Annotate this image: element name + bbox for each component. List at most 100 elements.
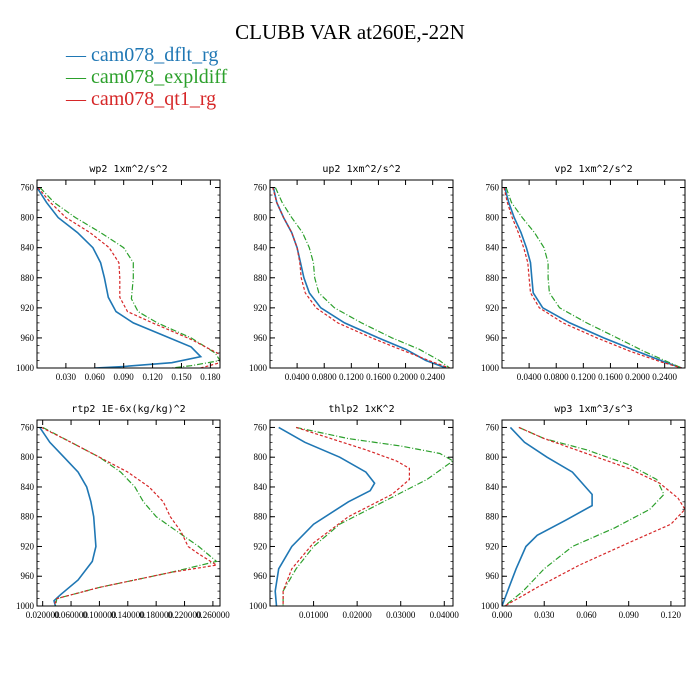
y-tick-label: 1000 bbox=[16, 601, 35, 611]
series-line bbox=[502, 426, 593, 606]
x-tick-label: 0.030 bbox=[56, 372, 77, 382]
y-tick-label: 840 bbox=[21, 243, 35, 253]
y-tick-label: 960 bbox=[254, 333, 268, 343]
x-tick-label: 0.0400 bbox=[285, 372, 310, 382]
x-tick-label: 0.120 bbox=[142, 372, 163, 382]
y-tick-label: 840 bbox=[21, 482, 35, 492]
y-tick-label: 1000 bbox=[481, 363, 500, 373]
series-line bbox=[504, 426, 685, 606]
legend-item-qt1: — cam078_qt1_rg bbox=[66, 88, 227, 110]
y-tick-label: 1000 bbox=[16, 363, 35, 373]
y-tick-label: 880 bbox=[254, 273, 268, 283]
y-tick-label: 960 bbox=[21, 333, 35, 343]
x-tick-label: 0.100000 bbox=[83, 610, 117, 620]
legend-swatch: — bbox=[66, 88, 91, 110]
y-tick-label: 760 bbox=[486, 422, 500, 432]
x-tick-label: 0.060 bbox=[576, 610, 597, 620]
x-tick-label: 0.03000 bbox=[386, 610, 416, 620]
panel-title: up2 1xm^2/s^2 bbox=[322, 164, 400, 175]
y-tick-label: 920 bbox=[254, 303, 268, 313]
legend-item-expldiff: — cam078_expldiff bbox=[66, 66, 227, 88]
plot-frame bbox=[269, 179, 454, 369]
y-tick-label: 1000 bbox=[249, 601, 268, 611]
x-tick-label: 0.150 bbox=[171, 372, 192, 382]
y-tick-label: 800 bbox=[254, 452, 268, 462]
legend-swatch: — bbox=[66, 66, 91, 88]
y-tick-label: 1000 bbox=[481, 601, 500, 611]
series-line bbox=[274, 426, 376, 606]
x-tick-label: 0.090 bbox=[619, 610, 640, 620]
series-line bbox=[37, 187, 203, 368]
y-tick-label: 800 bbox=[254, 213, 268, 223]
x-tick-label: 0.2400 bbox=[420, 372, 445, 382]
y-tick-label: 960 bbox=[21, 571, 35, 581]
y-tick-label: 840 bbox=[254, 482, 268, 492]
x-tick-label: 0.180 bbox=[200, 372, 221, 382]
series-line bbox=[37, 187, 220, 368]
chart-panel: up2 1xm^2/s^2 760 800 840 880 920 960 1000 0.040… bbox=[249, 164, 454, 382]
plot-frame bbox=[501, 179, 686, 369]
y-tick-label: 800 bbox=[486, 452, 500, 462]
y-tick-label: 760 bbox=[254, 183, 268, 193]
series-line bbox=[504, 426, 665, 606]
y-tick-label: 880 bbox=[21, 273, 35, 283]
x-tick-label: 0.180000 bbox=[139, 610, 173, 620]
legend: — cam078_dflt_rg — cam078_expldiff — cam… bbox=[66, 44, 227, 110]
legend-label: cam078_dflt_rg bbox=[91, 44, 219, 66]
figure-title: CLUBB VAR at260E,-22N bbox=[235, 20, 465, 44]
series-line bbox=[282, 426, 453, 606]
x-tick-label: 0.060 bbox=[85, 372, 106, 382]
chart-panel: wp2 1xm^2/s^2 760 800 840 880 920 960 1000 0.030… bbox=[16, 164, 221, 382]
x-tick-label: 0.220000 bbox=[168, 610, 202, 620]
x-tick-label: 0.000 bbox=[492, 610, 513, 620]
y-tick-label: 800 bbox=[21, 452, 35, 462]
legend-item-dflt: — cam078_dflt_rg bbox=[66, 44, 227, 66]
x-tick-label: 0.030 bbox=[534, 610, 555, 620]
series-line bbox=[272, 187, 447, 368]
series-line bbox=[39, 426, 97, 606]
x-tick-label: 0.02000 bbox=[343, 610, 373, 620]
legend-label: cam078_expldiff bbox=[91, 66, 228, 88]
y-tick-label: 920 bbox=[21, 541, 35, 551]
panel-title: wp3 1xm^3/s^3 bbox=[554, 404, 632, 415]
x-tick-label: 0.0400 bbox=[517, 372, 542, 382]
series-line bbox=[503, 187, 682, 368]
panel-title: rtp2 1E-6x(kg/kg)^2 bbox=[71, 404, 185, 415]
plot-frame bbox=[36, 419, 221, 607]
y-tick-label: 920 bbox=[486, 541, 500, 551]
series-line bbox=[272, 187, 450, 368]
x-tick-label: 0.1200 bbox=[571, 372, 596, 382]
series-line bbox=[505, 187, 682, 368]
x-tick-label: 0.120 bbox=[661, 610, 682, 620]
series-line bbox=[42, 426, 218, 606]
x-tick-label: 0.2400 bbox=[652, 372, 677, 382]
x-tick-label: 0.060000 bbox=[54, 610, 88, 620]
x-tick-label: 0.140000 bbox=[111, 610, 145, 620]
y-tick-label: 920 bbox=[21, 303, 35, 313]
y-tick-label: 880 bbox=[486, 273, 500, 283]
chart-panel: vp2 1xm^2/s^2 760 800 840 880 920 960 1000 0.040… bbox=[481, 164, 686, 382]
y-tick-label: 920 bbox=[254, 541, 268, 551]
x-tick-label: 0.2000 bbox=[625, 372, 650, 382]
series-line bbox=[282, 426, 410, 606]
y-tick-label: 960 bbox=[254, 571, 268, 581]
plot-frame bbox=[501, 419, 686, 607]
plot-frame bbox=[36, 179, 221, 369]
x-tick-label: 0.01000 bbox=[299, 610, 329, 620]
x-tick-label: 0.1600 bbox=[366, 372, 391, 382]
chart-panel: thlp2 1xK^2 760 800 840 880 920 960 1000 0.01000… bbox=[249, 404, 459, 620]
x-tick-label: 0.0800 bbox=[312, 372, 337, 382]
y-tick-label: 760 bbox=[254, 422, 268, 432]
panel-title: vp2 1xm^2/s^2 bbox=[554, 164, 632, 175]
chart-panel: rtp2 1E-6x(kg/kg)^2 760 800 840 880 920 960 100… bbox=[16, 404, 230, 620]
y-tick-label: 840 bbox=[254, 243, 268, 253]
y-tick-label: 880 bbox=[486, 512, 500, 522]
y-tick-label: 760 bbox=[21, 183, 35, 193]
series-line bbox=[41, 426, 219, 606]
y-tick-label: 800 bbox=[486, 213, 500, 223]
series-line bbox=[503, 187, 682, 368]
legend-swatch: — bbox=[66, 44, 91, 66]
y-tick-label: 840 bbox=[486, 243, 500, 253]
x-tick-label: 0.260000 bbox=[196, 610, 230, 620]
x-tick-label: 0.1600 bbox=[598, 372, 623, 382]
